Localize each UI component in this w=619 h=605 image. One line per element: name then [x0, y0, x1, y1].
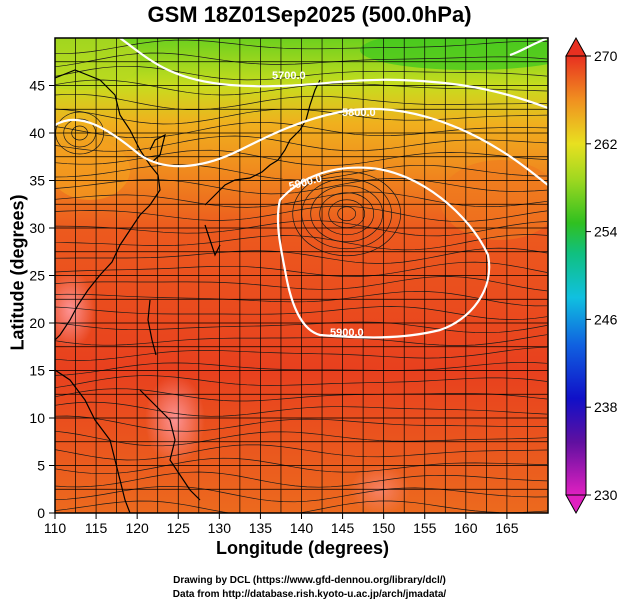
streamline: [55, 401, 548, 417]
streamline: [55, 457, 548, 475]
streamline: [55, 346, 548, 361]
streamline: [292, 171, 402, 257]
chart-title: GSM 18Z01Sep2025 (500.0hPa): [147, 2, 472, 27]
streamline: [55, 306, 548, 320]
x-tick-label: 145: [331, 520, 355, 536]
streamline: [55, 388, 548, 402]
credit-line-1: Drawing by DCL (https://www.gfd-dennou.o…: [173, 575, 446, 586]
x-tick-label: 150: [372, 520, 396, 536]
streamline: [55, 415, 548, 432]
x-tick-label: 110: [44, 520, 67, 536]
contour-5800: [55, 107, 548, 186]
streamline: [55, 234, 548, 251]
y-tick-label: 25: [29, 268, 45, 284]
streamline: [55, 334, 548, 346]
x-tick-label: 120: [125, 520, 149, 536]
contour-5700: [119, 38, 548, 110]
streamline: [337, 206, 357, 222]
streamline: [55, 135, 548, 152]
streamline: [55, 164, 548, 181]
x-tick-label: 160: [454, 520, 478, 536]
y-axis-ticks: 0 5 10 15 20 25 30 35 40 45: [29, 78, 55, 521]
warm-patch: [440, 160, 548, 240]
streamline: [55, 220, 548, 237]
streamline: [310, 185, 384, 243]
coastline-japan: [204, 79, 321, 206]
colorbar-label: 230: [594, 487, 618, 503]
plot-area: 5700.0 5800.0 5900.0 5900.0: [55, 38, 548, 513]
credit-line-2: Data from http://database.rish.kyoto-u.a…: [172, 589, 447, 600]
x-tick-label: 135: [249, 520, 273, 536]
coastline-peninsula: [149, 133, 166, 163]
colorbar: 270 262 254 246 238 230: [565, 36, 618, 515]
streamline: [55, 471, 548, 488]
colorbar-ticks: 270 262 254 246 238 230: [586, 48, 618, 503]
streamline: [55, 39, 548, 55]
colorbar-label: 254: [594, 224, 618, 240]
y-tick-label: 35: [29, 173, 45, 189]
colorbar-scale: [565, 55, 587, 496]
colorbar-label: 238: [594, 399, 618, 415]
streamline: [55, 500, 548, 513]
coastline-philippines: [139, 389, 201, 501]
colorbar-label: 270: [594, 48, 618, 64]
x-tick-label: 115: [85, 520, 108, 536]
y-axis-label: Latitude (degrees): [7, 194, 28, 351]
cool-patch: [360, 38, 548, 70]
coastline-taiwan: [147, 299, 157, 356]
colorbar-bottom-arrow: [565, 494, 587, 515]
hot-spot: [145, 375, 205, 465]
streamline: [55, 93, 548, 110]
streamline: [55, 52, 548, 68]
contour-5900-high: [276, 166, 491, 339]
streamline: [55, 485, 548, 503]
y-tick-label: 10: [29, 410, 45, 426]
coastline-mainland: [55, 69, 161, 341]
streamline: [55, 79, 548, 96]
cool-patch: [55, 38, 140, 90]
contour-label: 5700.0: [272, 70, 306, 82]
streamline: [55, 444, 548, 461]
x-tick-label: 130: [208, 520, 232, 536]
x-axis-ticks: 110 115 120 125 130 135 140 145 150 155 160 165: [44, 513, 519, 536]
contour-label: 5800.0: [342, 107, 376, 119]
x-tick-label: 165: [495, 520, 519, 536]
x-tick-label: 140: [290, 520, 314, 536]
colorbar-label: 262: [594, 136, 618, 152]
y-tick-label: 30: [29, 220, 45, 236]
lat-lon-grid: [55, 38, 548, 513]
streamline: [55, 149, 548, 166]
y-tick-label: 0: [37, 505, 45, 521]
y-tick-label: 5: [37, 458, 45, 474]
y-tick-label: 45: [29, 78, 45, 94]
colorbar-top-arrow: [565, 36, 587, 57]
streamline: [55, 361, 548, 376]
coastline-kyushu: [204, 224, 221, 257]
contour-label: 5900.0: [330, 327, 364, 339]
streamline: [55, 290, 548, 307]
x-tick-label: 125: [167, 520, 191, 536]
coastlines: [55, 69, 321, 513]
streamline: [55, 321, 548, 334]
y-tick-label: 15: [29, 363, 45, 379]
colorbar-label: 246: [594, 311, 618, 327]
coastline-indochina: [55, 369, 131, 513]
contour-5600: [509, 38, 548, 57]
streamline: [55, 276, 548, 292]
y-tick-label: 20: [29, 315, 45, 331]
streamline: [55, 261, 548, 277]
streamline: [55, 65, 548, 81]
streamline: [55, 205, 548, 222]
y-tick-label: 40: [29, 125, 45, 141]
streamline: [55, 375, 548, 389]
warm-patch: [55, 140, 130, 200]
streamline: [55, 430, 548, 447]
geopotential-contours: [55, 38, 548, 339]
streamline: [319, 192, 375, 236]
x-tick-label: 155: [413, 520, 437, 536]
x-axis-label: Longitude (degrees): [215, 538, 389, 558]
